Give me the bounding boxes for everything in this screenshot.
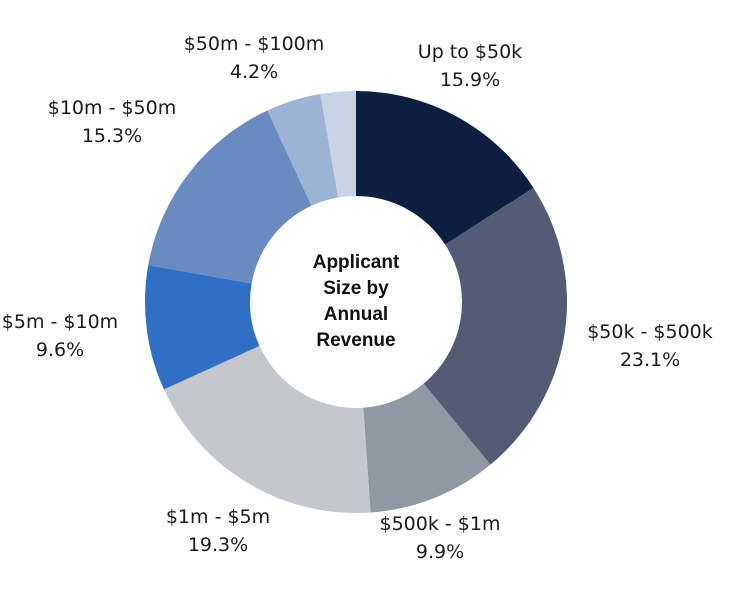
category-label: $500k - $1m xyxy=(380,513,501,535)
category-label: $10m - $50m xyxy=(48,97,176,119)
slice-unlabeled xyxy=(320,91,356,198)
value-label: 23.1% xyxy=(620,349,680,371)
value-label: 19.3% xyxy=(188,534,248,556)
center-title-line: Size by xyxy=(323,278,389,299)
category-label: $50k - $500k xyxy=(587,321,713,343)
center-title-line: Revenue xyxy=(316,330,395,351)
category-label: $50m - $100m xyxy=(184,33,325,55)
value-label: 4.2% xyxy=(230,61,278,83)
slice-4 xyxy=(163,345,371,513)
center-title-line: Applicant xyxy=(313,252,400,273)
slice-5 xyxy=(145,265,260,390)
center-title: Applicant Size by Annual Revenue xyxy=(313,252,400,351)
slice-labels: Up to $50k 15.9% $50k - $500k 23.1% $500k - … xyxy=(2,33,713,563)
slices xyxy=(145,91,568,513)
slice-label: $10m - $50m 15.3% xyxy=(48,97,176,147)
value-label: 15.9% xyxy=(440,69,500,91)
slice-1 xyxy=(356,91,534,245)
slice-label: Up to $50k 15.9% xyxy=(418,41,522,91)
slice-2 xyxy=(423,187,568,465)
slice-label: $50m - $100m 4.2% xyxy=(184,33,325,83)
slice-label: $50k - $500k 23.1% xyxy=(587,321,713,371)
center-title-line: Annual xyxy=(324,304,388,325)
value-label: 15.3% xyxy=(82,125,142,147)
slice-label: $5m - $10m 9.6% xyxy=(2,311,118,361)
slice-label: $500k - $1m 9.9% xyxy=(380,513,501,563)
slice-label: $1m - $5m 19.3% xyxy=(166,506,270,556)
category-label: $1m - $5m xyxy=(166,506,270,528)
category-label: Up to $50k xyxy=(418,41,522,63)
slice-3 xyxy=(363,383,491,513)
value-label: 9.6% xyxy=(36,339,84,361)
slice-6 xyxy=(148,110,312,284)
slice-7 xyxy=(267,94,339,206)
value-label: 9.9% xyxy=(416,541,464,563)
category-label: $5m - $10m xyxy=(2,311,118,333)
